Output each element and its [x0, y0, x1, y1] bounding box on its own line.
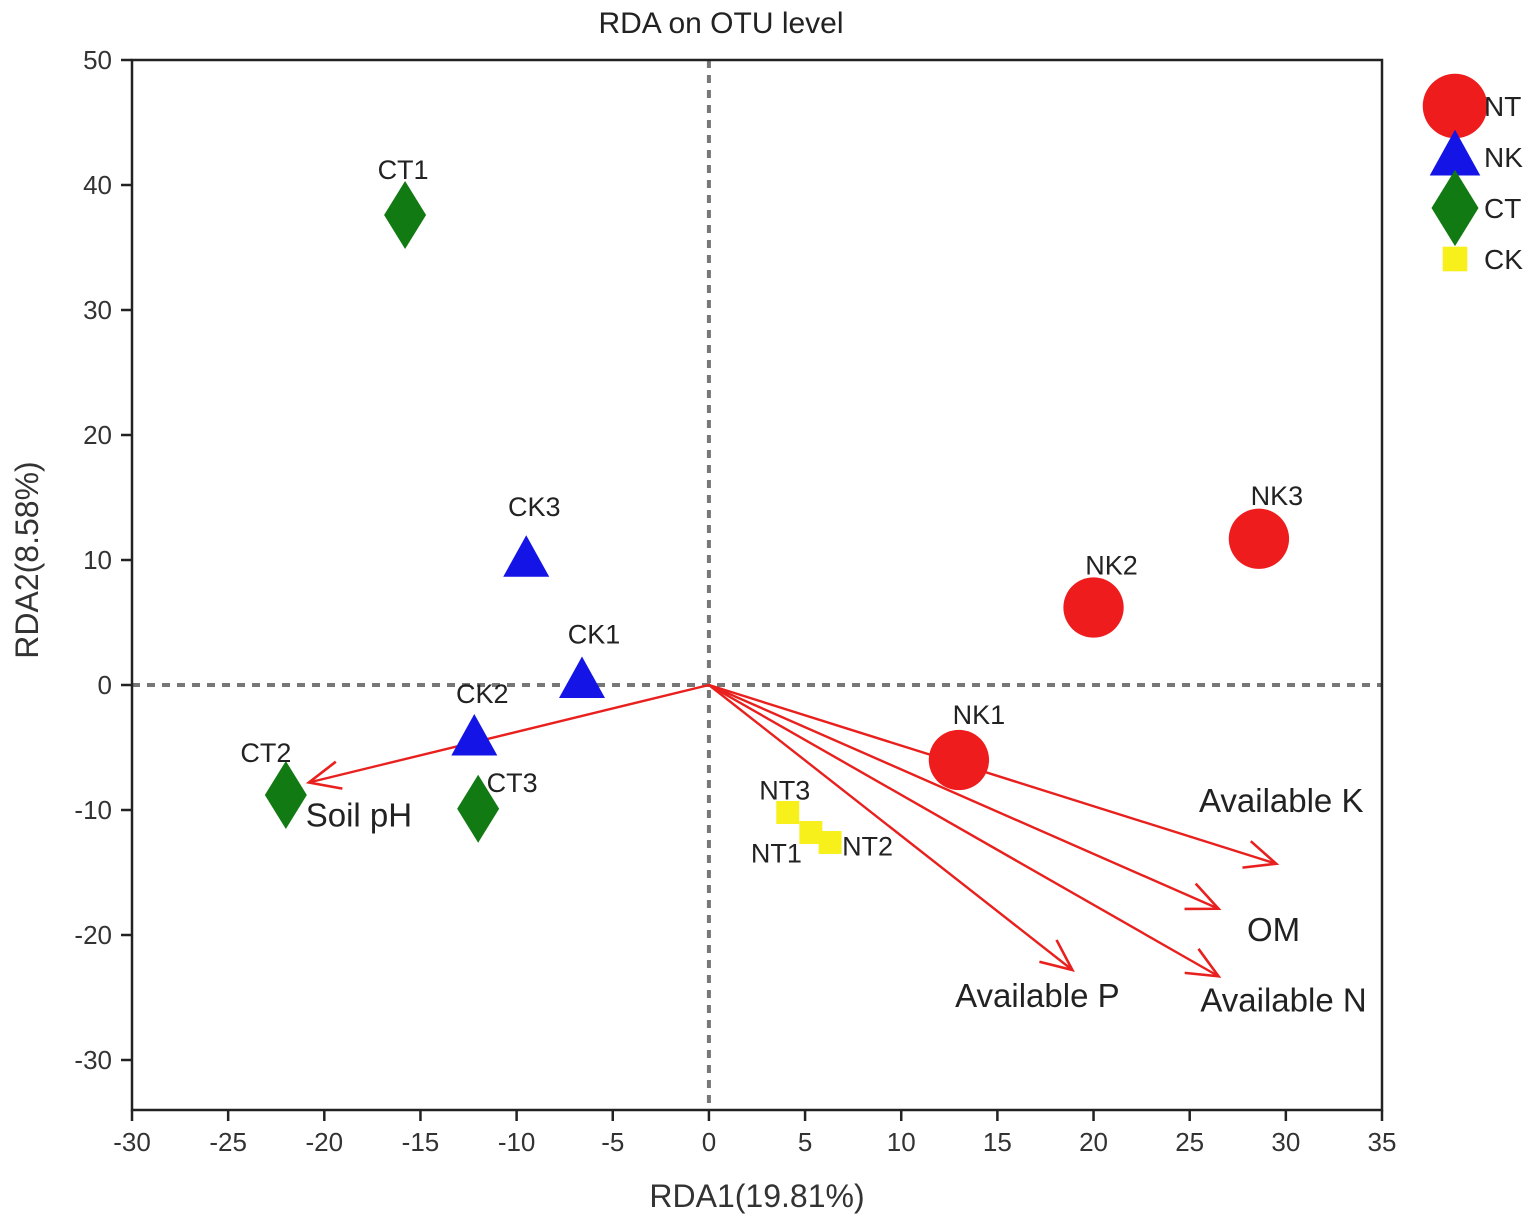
y-tick-label: 40	[83, 170, 112, 200]
x-axis-title: RDA1(19.81%)	[649, 1178, 864, 1214]
y-tick-label: 20	[83, 420, 112, 450]
sample-point-label: NT2	[842, 832, 893, 862]
sample-point-marker	[1063, 577, 1124, 638]
y-tick-label: 30	[83, 295, 112, 325]
sample-point-labels: NK1 NK2 NK3 CK1 CK2 CK3 CT1 CT2 CT3 NT1 NT2 NT3	[240, 155, 1303, 869]
environment-vectors: Soil pH Available K OM Available N Available…	[305, 683, 1367, 1018]
x-axis-ticks: -30 -25 -20 -15 -10 -5 0 5 10 15 20 25 30 35	[113, 1110, 1396, 1157]
sample-point-label: CT3	[487, 768, 538, 798]
x-tick-label: 0	[702, 1127, 716, 1157]
sample-point-label: CK1	[568, 619, 621, 649]
x-tick-label: -30	[113, 1127, 151, 1157]
x-tick-label: 30	[1271, 1127, 1300, 1157]
x-tick-label: -5	[601, 1127, 624, 1157]
sample-point-marker	[776, 801, 800, 824]
plot-area-frame	[130, 58, 1384, 1112]
sample-point-marker	[384, 181, 427, 249]
legend-label: CK	[1484, 244, 1523, 275]
legend-marker	[1422, 73, 1488, 139]
x-tick-label: -25	[209, 1127, 247, 1157]
sample-point-marker	[451, 713, 498, 756]
sample-point-label: NT1	[751, 839, 802, 869]
legend-label: NT	[1484, 91, 1521, 122]
y-tick-label: 0	[98, 670, 112, 700]
x-tick-label: 10	[887, 1127, 916, 1157]
sample-point-label: CT2	[240, 738, 291, 768]
sample-point-label: NK1	[953, 700, 1006, 730]
y-tick-label: -20	[74, 920, 112, 950]
x-tick-label: 5	[798, 1127, 812, 1157]
x-tick-label: 35	[1368, 1127, 1397, 1157]
vector-line	[708, 683, 1220, 978]
x-tick-label: 25	[1175, 1127, 1204, 1157]
vector-line	[708, 684, 1074, 971]
sample-point-marker	[264, 761, 307, 829]
vector-line	[708, 683, 1220, 910]
sample-point-label: CK3	[508, 492, 561, 522]
y-tick-label: -10	[74, 795, 112, 825]
zero-reference-lines	[132, 60, 1382, 1110]
legend: NT NK CT CK	[1422, 73, 1523, 275]
legend-label: NK	[1484, 142, 1523, 173]
vector-label: Available P	[955, 977, 1120, 1014]
legend-label: CT	[1484, 193, 1521, 224]
vector-line	[308, 683, 710, 784]
sample-point-label: NT3	[759, 776, 810, 806]
sample-points	[264, 181, 1290, 854]
vector-label: Available N	[1200, 981, 1366, 1018]
sample-point-marker	[559, 656, 605, 699]
sample-point-marker	[818, 831, 842, 854]
sample-point-marker	[503, 535, 550, 577]
vector-label: Available K	[1199, 782, 1364, 819]
x-tick-label: 15	[983, 1127, 1012, 1157]
chart-title: RDA on OTU level	[598, 7, 843, 40]
y-tick-label: -30	[74, 1045, 112, 1075]
legend-marker	[1431, 169, 1479, 247]
y-axis-ticks: -30 -20 -10 0 10 20 30 40 50	[74, 45, 132, 1075]
sample-point-label: NK2	[1085, 551, 1138, 581]
x-tick-label: -15	[402, 1127, 440, 1157]
x-tick-label: -20	[306, 1127, 344, 1157]
vector-arrowhead	[1039, 939, 1075, 972]
sample-point-marker	[1228, 508, 1290, 569]
x-tick-label: 20	[1079, 1127, 1108, 1157]
sample-point-marker	[799, 821, 823, 844]
vector-arrowhead	[1184, 948, 1222, 978]
legend-marker	[1442, 246, 1468, 272]
y-tick-label: 50	[83, 45, 112, 75]
legend-marker	[1429, 129, 1481, 176]
vector-label: OM	[1247, 911, 1300, 948]
sample-point-label: NK3	[1251, 481, 1304, 511]
vector-label: Soil pH	[306, 797, 412, 834]
sample-point-label: CT1	[378, 155, 429, 185]
sample-point-label: CK2	[456, 679, 509, 709]
vector-line	[708, 683, 1277, 865]
sample-point-marker	[928, 729, 990, 791]
y-tick-label: 10	[83, 545, 112, 575]
y-axis-title: RDA2(8.58%)	[9, 461, 45, 658]
vector-arrowhead	[305, 760, 343, 790]
vector-arrowhead	[1242, 840, 1280, 869]
vector-arrowhead	[1184, 882, 1222, 911]
x-tick-label: -10	[498, 1127, 536, 1157]
sample-point-marker	[457, 774, 500, 843]
